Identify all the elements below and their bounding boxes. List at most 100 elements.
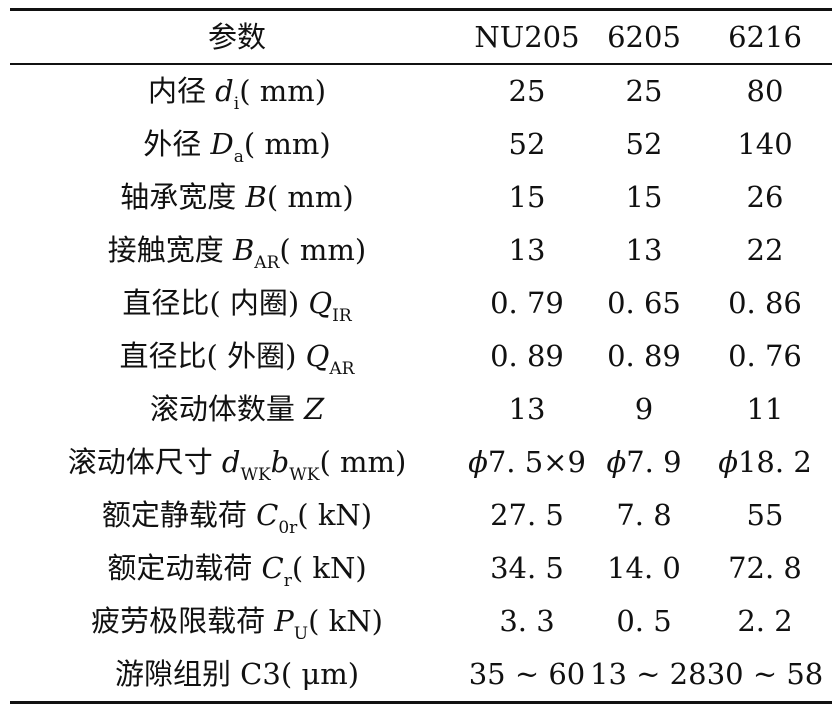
value-cell: 27. 5 [490, 497, 564, 532]
param-symbol: Z [304, 391, 325, 426]
value-cell: ϕ7. 9 [590, 436, 698, 489]
header-rule [10, 63, 832, 65]
value-cell: 52 [508, 126, 546, 161]
param-text: 直径比( 外圈) [119, 338, 306, 373]
phi-symbol: ϕ [718, 444, 738, 479]
table-row: 滚动体数量 Z 13 9 11 [10, 383, 832, 436]
param-subscript: IR [332, 305, 352, 326]
param-symbol: Q [305, 338, 330, 373]
table-row: 直径比( 内圈) QIR 0. 79 0. 65 0. 86 [10, 277, 832, 330]
param-symbol: B [232, 232, 255, 267]
value-cell: 2. 2 [737, 603, 793, 638]
row-parameter-label: 直径比( 外圈) QAR [10, 330, 464, 383]
param-subscript-2: WK [289, 464, 320, 485]
value-cell: 15 [508, 179, 546, 214]
value-cell: 55 [746, 497, 784, 532]
data-table-body: 内径 di( mm) 25 25 80 外径 Da( mm) 52 52 140 轴承宽度 B(… [10, 65, 832, 701]
value-cell: 35 ~ 60 [468, 656, 586, 691]
row-parameter-label: 滚动体数量 Z [10, 383, 464, 436]
value-cell: 0. 65 [607, 285, 681, 320]
param-symbol: P [274, 603, 294, 638]
value-cell: 26 [746, 179, 784, 214]
param-text: 接触宽度 [107, 232, 233, 267]
param-text: 轴承宽度 [120, 179, 246, 214]
param-text: 内径 [147, 73, 216, 108]
value-cell: 14. 0 [607, 550, 681, 585]
param-symbol: Q [308, 285, 333, 320]
param-symbol-2: b [270, 444, 290, 479]
phi-symbol: ϕ [468, 444, 488, 479]
value-cell: 0. 79 [490, 285, 564, 320]
table-row: 额定静载荷 C0r( kN) 27. 5 7. 8 55 [10, 489, 832, 542]
param-text: 滚动体尺寸 [67, 444, 222, 479]
param-unit: ( kN) [308, 603, 383, 638]
value-cell: 52 [625, 126, 663, 161]
param-subscript: U [293, 623, 309, 644]
data-table: 参数 NU205 6205 6216 [10, 11, 832, 63]
value-cell: 0. 76 [728, 338, 802, 373]
param-symbol: C [261, 550, 284, 585]
row-parameter-label: 滚动体尺寸 dWKbWK( mm) [10, 436, 464, 489]
value-cell: 30 ~ 58 [706, 656, 824, 691]
phi-symbol: ϕ [606, 444, 627, 479]
table-row: 轴承宽度 B( mm) 15 15 26 [10, 171, 832, 224]
row-parameter-label: 内径 di( mm) [10, 65, 464, 118]
param-text: 滚动体数量 [149, 391, 305, 426]
param-subscript: AR [329, 358, 355, 379]
value-cell: 0. 89 [490, 338, 564, 373]
table-row: 疲劳极限载荷 PU( kN) 3. 3 0. 5 2. 2 [10, 595, 832, 648]
row-parameter-label: 疲劳极限载荷 PU( kN) [10, 595, 464, 648]
row-parameter-label: 额定静载荷 C0r( kN) [10, 489, 464, 542]
param-unit: ( mm) [266, 179, 354, 214]
row-parameter-label: 直径比( 内圈) QIR [10, 277, 464, 330]
value-cell: 3. 3 [499, 603, 555, 638]
table-row: 游隙组别 C3( μm) 35 ~ 60 13 ~ 28 30 ~ 58 [10, 648, 832, 701]
value-cell: 80 [746, 73, 784, 108]
param-text: 游隙组别 C3( [114, 656, 302, 691]
value-cell: 34. 5 [490, 550, 564, 585]
param-text: 额定动载荷 [107, 550, 262, 585]
header-col-nu205: NU205 [474, 19, 580, 54]
table-row: 直径比( 外圈) QAR 0. 89 0. 89 0. 76 [10, 330, 832, 383]
row-parameter-label: 游隙组别 C3( μm) [10, 648, 464, 701]
value-cell: ϕ7. 5×9 [464, 436, 590, 489]
value-text: 7. 5×9 [487, 444, 586, 479]
value-cell: 22 [746, 232, 784, 267]
table-row: 接触宽度 BAR( mm) 13 13 22 [10, 224, 832, 277]
row-parameter-label: 轴承宽度 B( mm) [10, 171, 464, 224]
value-text: 18. 2 [737, 444, 812, 479]
value-cell: 13 [508, 232, 546, 267]
param-unit: ( mm) [279, 232, 367, 267]
param-subscript: 0r [278, 517, 298, 538]
param-unit: ( mm) [319, 444, 407, 479]
value-cell: 15 [625, 179, 663, 214]
param-symbol: d [221, 444, 241, 479]
param-unit: ( mm) [243, 126, 331, 161]
header-col-6205: 6205 [607, 19, 681, 54]
param-text: 疲劳极限载荷 [91, 603, 275, 638]
top-rule [10, 8, 832, 11]
value-cell: 0. 5 [616, 603, 672, 638]
value-cell: ϕ18. 2 [698, 436, 832, 489]
value-cell: 13 ~ 28 [590, 656, 707, 691]
param-symbol: B [245, 179, 267, 214]
param-symbol: d [215, 73, 234, 108]
param-symbol: D [210, 126, 234, 161]
param-unit: μm) [301, 656, 360, 691]
bottom-rule [10, 700, 832, 704]
param-unit: ( kN) [297, 497, 373, 532]
param-subscript: i [233, 93, 240, 114]
param-text: 直径比( 内圈) [122, 285, 309, 320]
param-subscript: a [233, 146, 244, 167]
param-subscript: AR [254, 252, 280, 273]
value-cell: 72. 8 [728, 550, 802, 585]
header-param: 参数 [207, 19, 266, 54]
value-cell: 9 [634, 391, 654, 426]
param-symbol: C [256, 497, 279, 532]
value-cell: 0. 89 [607, 338, 681, 373]
table-row: 滚动体尺寸 dWKbWK( mm) ϕ7. 5×9 ϕ7. 9 ϕ18. 2 [10, 436, 832, 489]
header-col-6216: 6216 [728, 19, 802, 54]
table-row: 额定动载荷 Cr( kN) 34. 5 14. 0 72. 8 [10, 542, 832, 595]
header-row: 参数 NU205 6205 6216 [10, 11, 832, 63]
value-cell: 0. 86 [728, 285, 802, 320]
